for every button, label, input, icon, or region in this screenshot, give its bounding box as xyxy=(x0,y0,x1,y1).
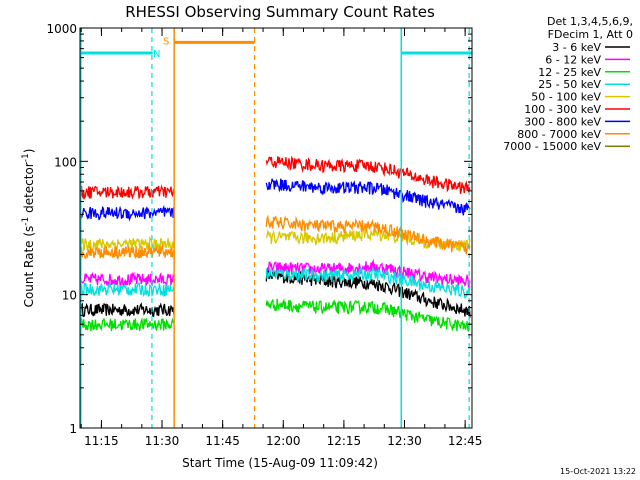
marker-label-night: N xyxy=(153,49,160,60)
legend-label-100-300: 100 - 300 keV xyxy=(524,103,601,116)
series-800-7000-after xyxy=(265,214,471,255)
chart-title: RHESSI Observing Summary Count Rates xyxy=(125,3,435,21)
legend-label-25-50: 25 - 50 keV xyxy=(538,78,601,91)
marker-label-saa: S xyxy=(163,36,169,47)
legend-label-7000-15000: 7000 - 15000 keV xyxy=(503,140,601,153)
x-tick-label-12-15: 12:15 xyxy=(327,434,362,448)
series-800-7000-before xyxy=(80,243,175,261)
x-tick-label-11-45: 11:45 xyxy=(205,434,240,448)
x-tick-label-12-00: 12:00 xyxy=(266,434,301,448)
footer-date: 15-Oct-2021 13:22 xyxy=(560,467,636,476)
y-tick-label-100: 100 xyxy=(54,155,77,169)
legend-label-50-100: 50 - 100 keV xyxy=(531,91,601,104)
y-tick-label-1: 1 xyxy=(69,422,77,436)
series-100-300-before xyxy=(80,184,175,200)
y-axis-label: Count Rate (s-1 detector-1) xyxy=(21,149,36,308)
legend-label-6-12: 6 - 12 keV xyxy=(545,53,601,66)
series-25-50-before xyxy=(80,281,175,298)
plot-frame xyxy=(79,27,473,429)
x-tick-label-12-30: 12:30 xyxy=(387,434,422,448)
x-tick-label-11-30: 11:30 xyxy=(145,434,180,448)
series-25-50-after xyxy=(265,266,471,299)
legend-header-line-1: Det 1,3,4,5,6,9, xyxy=(547,15,633,28)
legend-label-3-6: 3 - 6 keV xyxy=(552,41,601,54)
x-tick-label-12-45: 12:45 xyxy=(448,434,483,448)
legend-label-300-800: 300 - 800 keV xyxy=(524,115,601,128)
y-tick-label-1000: 1000 xyxy=(46,22,77,36)
series-300-800-before xyxy=(80,204,175,222)
series-6-12-after xyxy=(265,258,471,288)
y-tick-label-10: 10 xyxy=(62,289,77,303)
series-300-800-after xyxy=(265,178,471,216)
series-3-6-before xyxy=(80,302,175,318)
legend-label-800-7000: 800 - 7000 keV xyxy=(517,128,601,141)
legend-header-line-2: FDecim 1, Att 0 xyxy=(548,28,633,41)
plot-area: NS xyxy=(80,28,472,428)
axes: 1 10 100 1000 11:15 11:30 11:45 12:00 12:15 12:30… xyxy=(46,22,482,448)
legend-label-12-25: 12 - 25 keV xyxy=(538,66,601,79)
x-tick-label-11-15: 11:15 xyxy=(84,434,119,448)
x-axis-label: Start Time (15-Aug-09 11:09:42) xyxy=(182,456,378,470)
series-6-12-before xyxy=(80,271,175,289)
series-50-100-before xyxy=(80,235,175,253)
series-100-300-after xyxy=(265,155,471,195)
legend: Det 1,3,4,5,6,9, FDecim 1, Att 0 3 - 6 k… xyxy=(503,15,633,153)
series-12-25-after xyxy=(265,298,471,332)
series-12-25-before xyxy=(80,317,175,332)
